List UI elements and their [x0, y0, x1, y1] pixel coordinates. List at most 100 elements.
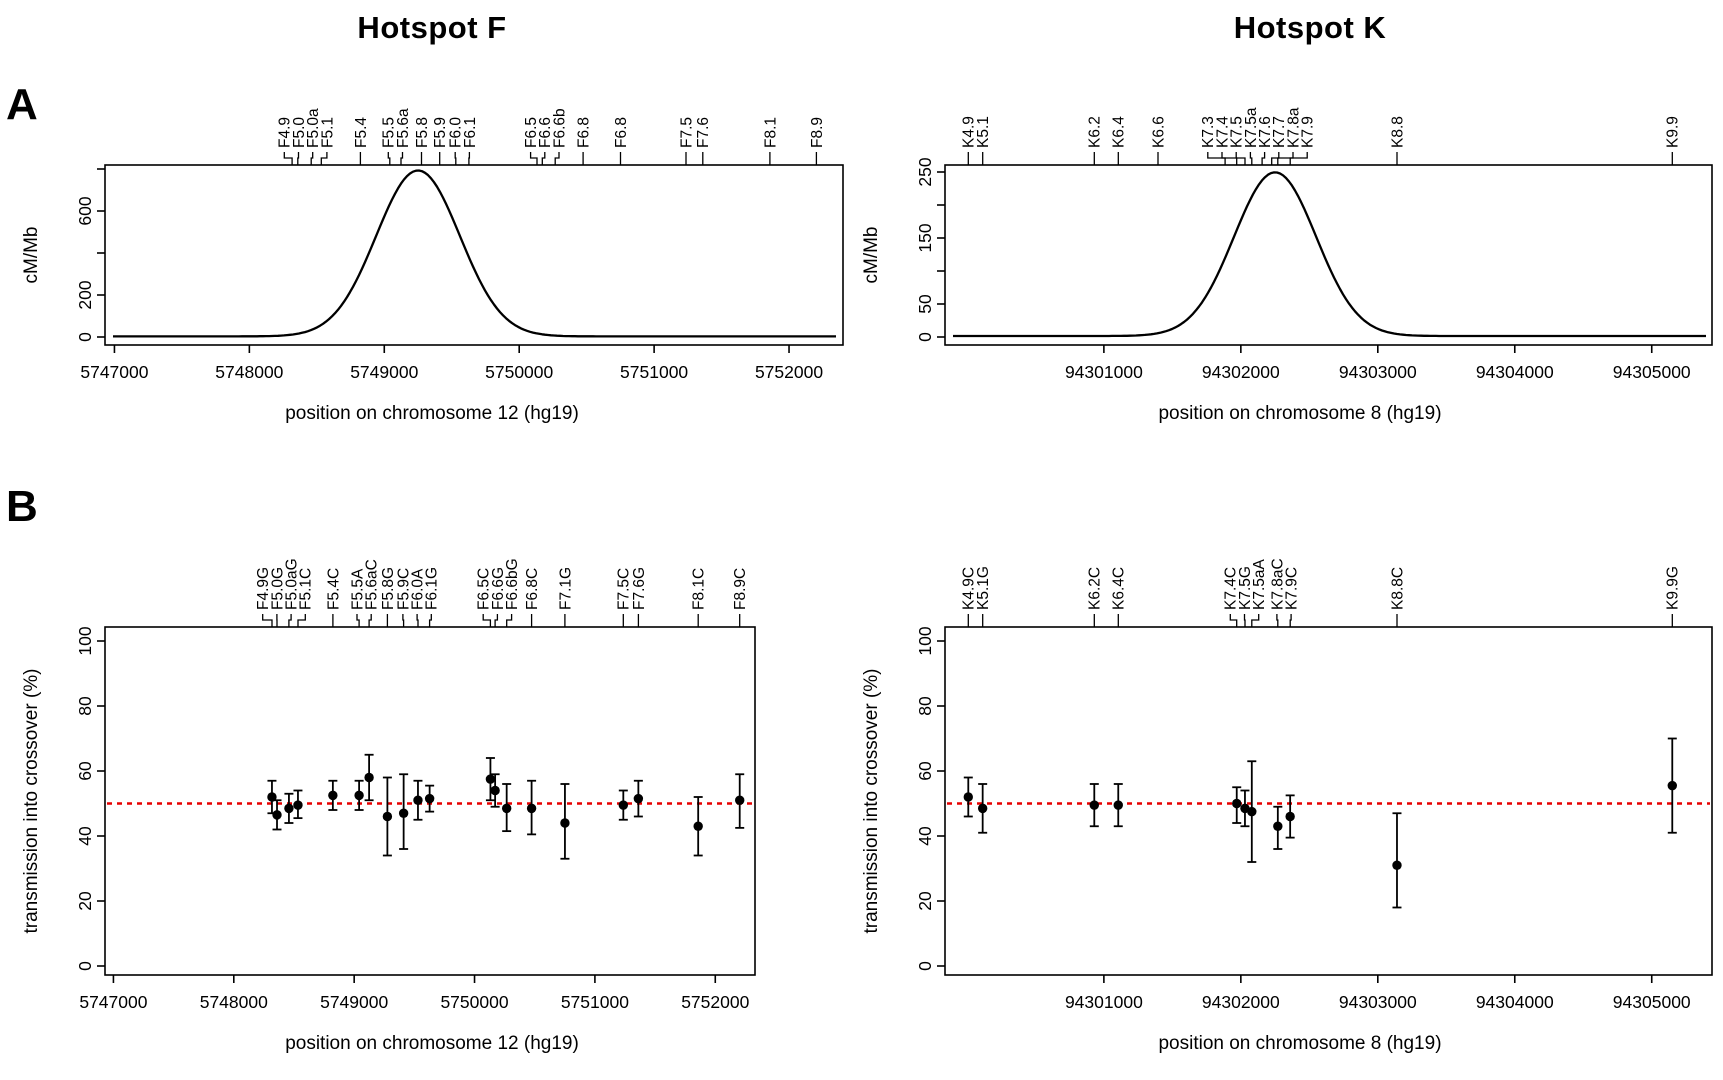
marker-connector — [288, 614, 292, 627]
marker-label: F5.9C — [395, 568, 412, 610]
data-point — [1247, 806, 1257, 817]
data-point — [364, 772, 374, 783]
marker-label: K6.2C — [1087, 567, 1104, 610]
data-point — [413, 795, 423, 805]
data-point — [354, 790, 364, 801]
marker-label: F7.6G — [631, 567, 648, 610]
x-tick-label: 5751000 — [620, 362, 688, 382]
marker-connector — [1289, 614, 1292, 627]
marker-label: F5.4 — [353, 117, 370, 148]
marker-connector — [262, 614, 273, 627]
marker-connector — [468, 152, 471, 165]
data-point — [1089, 800, 1099, 810]
hotspot-k-transmission-plot-box — [944, 626, 1713, 976]
data-point — [633, 793, 644, 804]
x-axis-title-top-left: position on chromosome 12 (hg19) — [285, 403, 579, 424]
marker-label: K7.4 — [1214, 116, 1231, 148]
marker-connector — [387, 152, 391, 165]
marker-label: F5.8G — [380, 567, 397, 610]
y-tick-label: 50 — [915, 294, 935, 314]
marker-label: F7.5 — [678, 117, 695, 148]
marker-label: K4.9 — [961, 116, 978, 148]
y-tick-label: 100 — [915, 626, 935, 655]
x-tick-label: 5750000 — [440, 992, 508, 1012]
marker-connector — [310, 152, 314, 165]
marker-label: F7.5C — [616, 568, 633, 610]
marker-connector — [428, 614, 432, 627]
marker-label: K7.6 — [1257, 116, 1274, 148]
marker-label: F5.5 — [381, 117, 398, 148]
marker-label: F5.1 — [319, 117, 336, 148]
marker-connector — [1235, 152, 1246, 165]
marker-label: F6.6bG — [504, 558, 521, 610]
data-point — [272, 810, 282, 820]
marker-label: F4.9G — [255, 567, 272, 610]
x-tick-label: 5751000 — [561, 992, 629, 1012]
marker-connector — [494, 614, 499, 627]
marker-label: F6.5C — [476, 568, 493, 610]
marker-label: K7.5G — [1237, 566, 1254, 610]
marker-label: K6.6 — [1150, 116, 1167, 148]
y-tick-label: 0 — [915, 332, 935, 342]
marker-label: F5.9 — [432, 117, 449, 148]
x-tick-label: 5747000 — [80, 362, 148, 382]
marker-label: F5.0aG — [284, 558, 301, 610]
marker-label: K7.3 — [1200, 116, 1217, 148]
x-tick-label: 5749000 — [320, 992, 388, 1012]
x-axis-title-top-right: position on chromosome 8 (hg19) — [1158, 403, 1442, 424]
data-point — [526, 803, 537, 814]
marker-label: F8.1 — [762, 117, 779, 148]
marker-connector — [400, 152, 404, 165]
marker-label: K6.4C — [1111, 567, 1128, 610]
data-point — [284, 803, 294, 814]
marker-label: K8.8 — [1389, 116, 1406, 148]
marker-label: F5.5A — [349, 568, 366, 610]
marker-label: F6.0A — [410, 568, 427, 610]
marker-label: F6.5 — [523, 117, 540, 148]
marker-label: F6.6 — [537, 117, 554, 148]
data-point — [1273, 821, 1283, 831]
y-tick-label: 60 — [915, 761, 935, 781]
x-tick-label: 5747000 — [79, 992, 147, 1012]
x-tick-label: 5748000 — [200, 992, 268, 1012]
x-axis-title-bottom-left: position on chromosome 12 (hg19) — [285, 1033, 579, 1054]
marker-connector — [416, 614, 419, 627]
y-tick-label: 20 — [915, 891, 935, 911]
y-tick-label: 250 — [915, 157, 935, 186]
recombination-rate-curve — [953, 171, 1706, 338]
data-point — [963, 792, 973, 802]
marker-label: F8.1C — [691, 568, 708, 610]
x-tick-label: 94302000 — [1202, 362, 1280, 382]
x-tick-label: 5750000 — [485, 362, 553, 382]
marker-label: K7.5 — [1229, 116, 1246, 148]
y-tick-label: 100 — [75, 626, 95, 655]
marker-label: K7.8a — [1285, 107, 1302, 148]
x-tick-label: 5749000 — [350, 362, 418, 382]
data-point — [977, 803, 988, 814]
data-point — [293, 800, 303, 810]
marker-connector — [297, 614, 306, 627]
y-tick-label: 0 — [75, 332, 95, 342]
marker-connector — [541, 152, 546, 165]
x-tick-label: 94305000 — [1613, 362, 1691, 382]
data-point — [398, 808, 409, 818]
marker-label: F8.9C — [732, 568, 749, 610]
marker-label: F4.9 — [277, 117, 294, 148]
y-axis-title-rate-right: cM/Mb — [861, 226, 882, 284]
marker-connector — [506, 614, 513, 627]
marker-connector — [1261, 152, 1266, 165]
marker-connector — [1277, 152, 1294, 165]
data-point — [1232, 798, 1242, 809]
y-tick-label: 40 — [75, 826, 95, 846]
data-point — [618, 800, 629, 810]
recombination-rate-curve — [113, 169, 836, 338]
marker-connector — [1221, 152, 1238, 165]
data-point — [328, 790, 338, 801]
y-tick-label: 80 — [75, 696, 95, 716]
marker-connector — [1251, 614, 1260, 627]
marker-label: F5.6aC — [364, 559, 381, 610]
x-tick-label: 94301000 — [1065, 362, 1143, 382]
marker-label: F5.0a — [305, 108, 322, 148]
y-axis-title-rate-left: cM/Mb — [21, 226, 42, 284]
